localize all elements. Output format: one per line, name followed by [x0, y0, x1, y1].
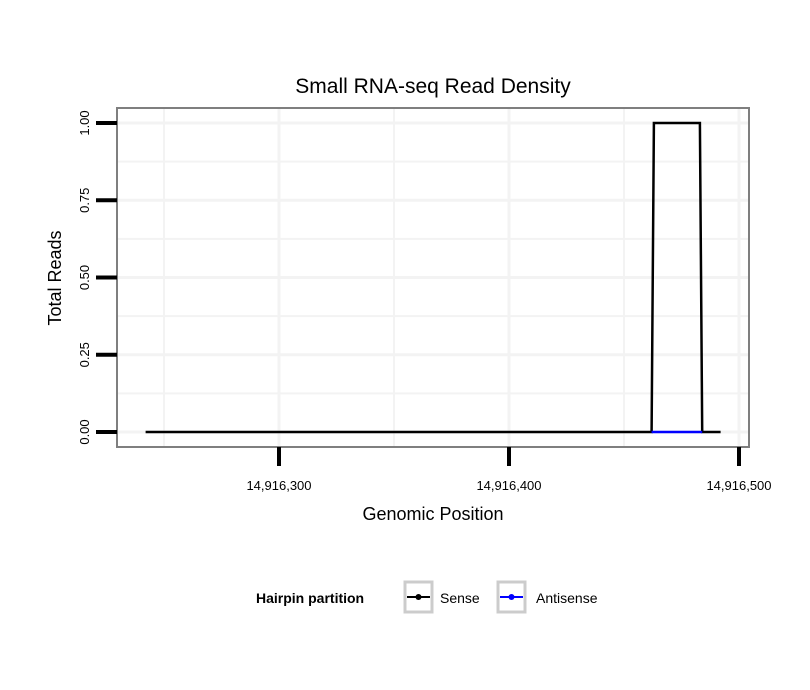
x-tick-label: 14,916,400 — [476, 478, 541, 493]
legend-item-antisense: Antisense — [496, 580, 598, 614]
legend: Hairpin partition Sense Antisense — [256, 580, 598, 614]
legend-point-antisense — [508, 594, 515, 600]
y-axis-label: Total Reads — [45, 230, 65, 325]
series-lines — [145, 121, 721, 434]
y-tick-label: 0.25 — [77, 342, 92, 367]
x-axis-label: Genomic Position — [362, 504, 503, 524]
legend-label-sense: Sense — [440, 590, 480, 606]
y-tick-label: 0.00 — [77, 419, 92, 444]
legend-point-sense — [415, 594, 422, 600]
x-axis: 14,916,300 14,916,400 14,916,500 — [246, 447, 772, 493]
chart-title: Small RNA-seq Read Density — [295, 75, 571, 98]
y-tick-label: 1.00 — [77, 110, 92, 135]
legend-title: Hairpin partition — [256, 590, 364, 606]
x-tick-label: 14,916,300 — [246, 478, 311, 493]
x-tick-label: 14,916,500 — [706, 478, 771, 493]
y-axis: 0.00 0.25 0.50 0.75 1.00 — [77, 110, 117, 445]
series-line-sense — [145, 121, 721, 434]
y-tick-label: 0.75 — [77, 188, 92, 213]
y-tick-label: 0.50 — [77, 265, 92, 290]
legend-item-sense: Sense — [403, 580, 480, 614]
legend-label-antisense: Antisense — [536, 590, 598, 606]
